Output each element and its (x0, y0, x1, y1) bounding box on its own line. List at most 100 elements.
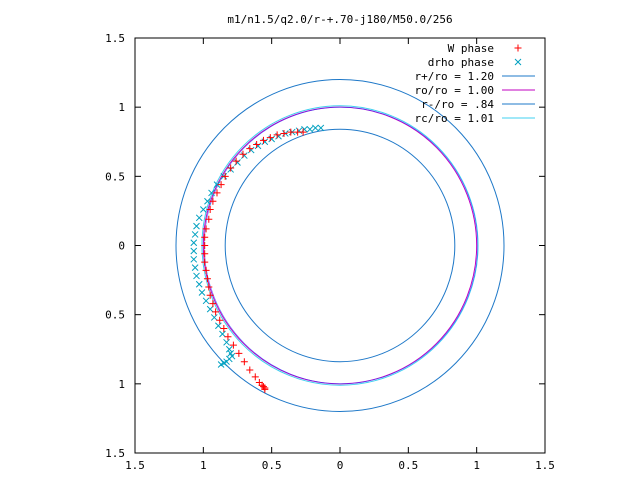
drho-phase-point (213, 181, 221, 188)
w-phase-point (213, 189, 221, 197)
reference-circles (175, 79, 505, 412)
drho-phase-point (199, 206, 207, 213)
w-phase-point (240, 358, 248, 366)
drho-phase-point (254, 142, 262, 150)
y-tick-label: 0.5 (105, 170, 125, 183)
drho-phase-point (219, 330, 226, 338)
y-tick-label: 0 (118, 240, 125, 253)
w-phase-point (287, 128, 295, 136)
y-tick-label: 1.5 (105, 32, 125, 45)
w-phase-point (227, 164, 235, 172)
w-phase-point (246, 145, 254, 153)
x-tick-label: 0.5 (398, 459, 418, 472)
drho-phase-point (208, 189, 215, 197)
w-phase-point (212, 308, 220, 316)
drho-phase-point (312, 124, 319, 132)
x-tick-label: 1.5 (535, 459, 555, 472)
w-phase-point (202, 225, 210, 233)
legend-entry-drho-phase-swatch (514, 58, 522, 66)
drho-phase-point (195, 214, 203, 222)
w-phase-series (201, 128, 307, 393)
y-tick-label: 1 (118, 101, 125, 114)
ro-overlay-circle (204, 106, 478, 385)
w-phase-point (201, 242, 209, 249)
y-tick-label: 0.5 (105, 309, 125, 322)
drho-phase-point (198, 289, 206, 296)
w-phase-point (209, 197, 217, 205)
circle-3 (224, 128, 456, 363)
w-phase-point (201, 233, 209, 241)
w-phase-point (216, 316, 224, 324)
drho-phase-point (206, 305, 214, 313)
drho-phase-point (215, 322, 222, 330)
drho-phase-point (301, 125, 308, 133)
x-tick-label: 0 (337, 459, 344, 472)
y-tick-label: 1 (118, 378, 125, 391)
w-phase-point (206, 206, 214, 214)
drho-phase-point (202, 297, 210, 305)
drho-phase-series (190, 124, 325, 368)
w-phase-point (209, 300, 217, 308)
w-phase-point (251, 373, 259, 381)
w-phase-point (221, 172, 229, 180)
drho-phase-point (195, 280, 203, 288)
drho-phase-point (190, 239, 198, 247)
x-tick-label: 0.5 (262, 459, 282, 472)
drho-phase-point (234, 159, 241, 166)
drho-phase-point (210, 314, 218, 321)
drho-phase-point (217, 361, 225, 368)
y-axis-ticks: 1.5 1 0.5 0 0.5 1 1.5 (105, 32, 545, 460)
w-phase-point (239, 150, 247, 158)
drho-phase-point (193, 222, 200, 230)
w-phase-point (232, 157, 240, 165)
legend-entry-w-phase-label: W phase (448, 42, 494, 55)
drho-phase-point (225, 345, 233, 353)
drho-phase-point (190, 255, 198, 263)
w-phase-point (203, 275, 211, 283)
drho-phase-point (268, 135, 276, 143)
x-tick-label: 1.5 (125, 459, 145, 472)
legend-entry-w-phase-swatch (514, 44, 522, 52)
legend-entry-r-plus-label: r+/ro = 1.20 (415, 70, 494, 83)
circle-2 (202, 106, 478, 385)
legend-entry-ro-label: ro/ro = 1.00 (415, 84, 494, 97)
x-tick-label: 1 (200, 459, 207, 472)
circle-1 (175, 79, 505, 412)
w-phase-point (273, 131, 281, 139)
drho-phase-point (191, 231, 199, 238)
w-phase-point (205, 283, 213, 291)
w-phase-point (280, 129, 288, 137)
w-phase-point (253, 141, 261, 149)
w-phase-point (266, 134, 274, 142)
drho-phase-point (247, 146, 255, 154)
w-phase-point (202, 266, 210, 274)
w-phase-point (235, 349, 243, 357)
drho-phase-point (261, 138, 269, 146)
drho-phase-point (240, 152, 248, 159)
legend-entry-r-minus-label: r-/ro = .84 (421, 98, 494, 111)
drho-phase-point (204, 197, 211, 205)
legend-entry-rc-label: rc/ro = 1.01 (415, 112, 494, 125)
w-phase-point (261, 385, 269, 393)
drho-phase-point (223, 338, 230, 346)
x-tick-label: 1 (473, 459, 480, 472)
w-phase-point (259, 136, 267, 144)
drho-phase-point (190, 247, 198, 255)
drho-phase-point (275, 132, 282, 140)
w-phase-point (246, 366, 254, 374)
w-phase-point (201, 258, 209, 266)
w-phase-point (294, 128, 302, 136)
w-phase-point (220, 325, 228, 332)
w-phase-point (205, 215, 213, 223)
drho-phase-point (191, 264, 199, 271)
w-phase-point (224, 333, 232, 341)
y-tick-label: 1.5 (105, 447, 125, 460)
w-phase-point (201, 250, 209, 258)
w-phase-point (217, 181, 225, 189)
drho-phase-point (317, 124, 325, 132)
chart-title: m1/n1.5/q2.0/r-+.70-j180/M50.0/256 (227, 13, 452, 26)
w-phase-point (206, 291, 214, 299)
legend-entry-drho-phase-label: drho phase (428, 56, 494, 69)
